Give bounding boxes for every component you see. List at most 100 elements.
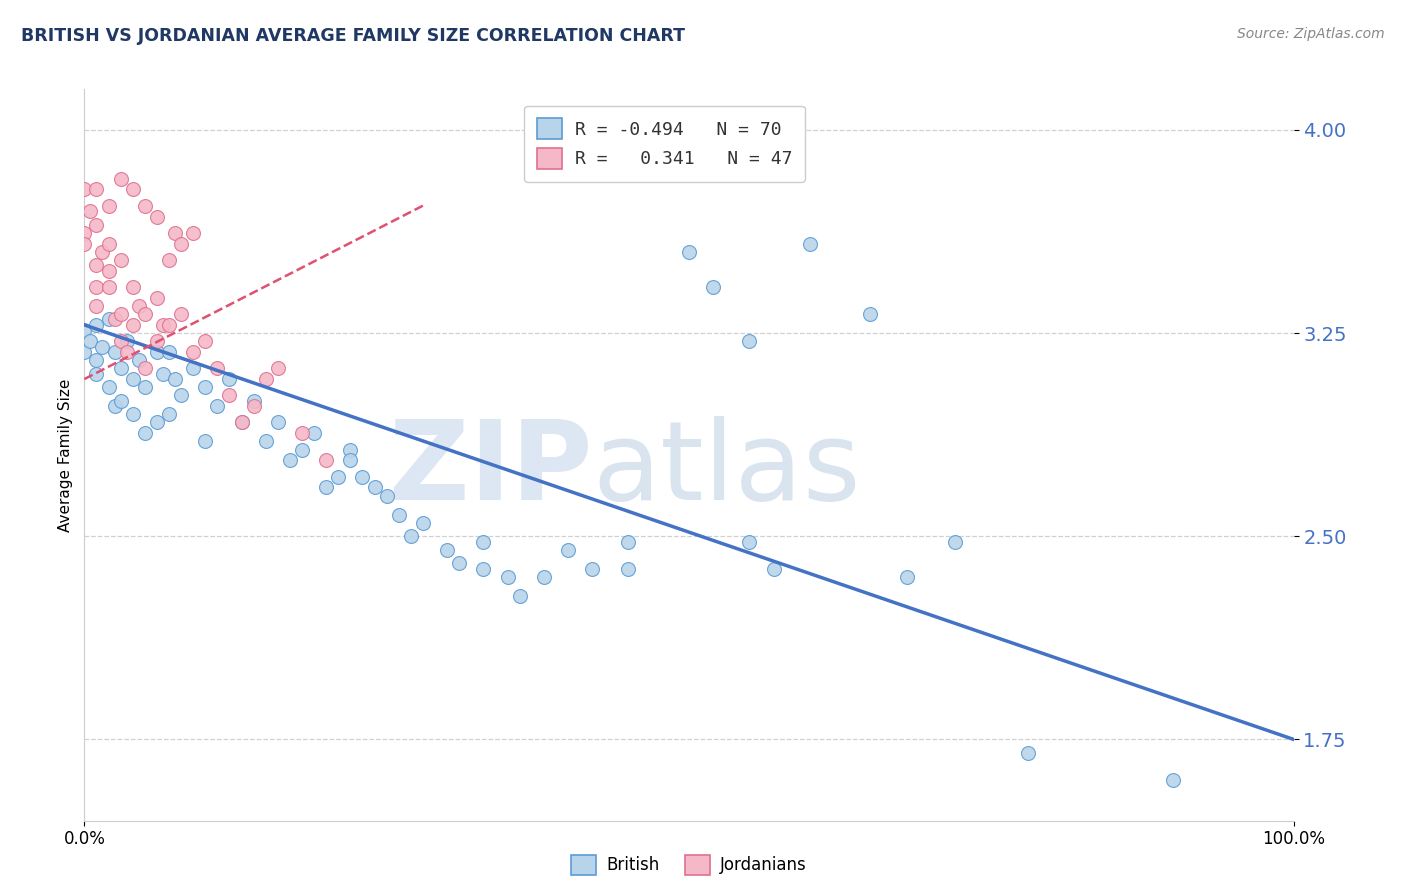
Point (146, 345, 169, 359)
Point (1017, 746, 1039, 760)
Point (110, 361, 132, 376)
Point (91, 244, 114, 259)
Point (291, 442, 314, 457)
Point (254, 434, 277, 449)
Point (97, 280, 120, 294)
Point (328, 469, 350, 483)
Point (110, 334, 132, 348)
Point (86, 182, 108, 196)
Point (436, 542, 458, 557)
Point (128, 353, 150, 368)
Point (194, 434, 217, 449)
Point (86, 258, 108, 272)
Point (581, 562, 603, 576)
Point (242, 399, 264, 413)
Point (163, 372, 186, 386)
Text: atlas: atlas (592, 416, 860, 523)
Point (134, 199, 156, 213)
Point (702, 280, 724, 294)
Point (146, 416, 169, 430)
Point (157, 345, 180, 359)
Point (533, 570, 555, 584)
Point (86, 218, 108, 232)
Point (97, 236, 120, 251)
Point (91, 340, 114, 354)
Point (291, 426, 314, 441)
Point (181, 345, 204, 359)
Legend: British, Jordanians: British, Jordanians (565, 848, 813, 882)
Point (267, 416, 290, 430)
Point (121, 280, 143, 294)
Point (73, 226, 96, 240)
Point (97, 199, 120, 213)
Point (207, 399, 229, 413)
Point (104, 312, 127, 326)
Point (218, 388, 240, 402)
Point (472, 562, 495, 576)
Point (762, 562, 785, 576)
Point (375, 489, 398, 503)
Point (157, 252, 180, 267)
Point (302, 426, 325, 441)
Point (157, 318, 180, 332)
Point (152, 318, 174, 332)
Point (218, 372, 240, 386)
Point (181, 361, 204, 376)
Point (352, 469, 374, 483)
Point (73, 323, 96, 337)
Point (1161, 772, 1184, 787)
Point (86, 318, 108, 332)
Point (110, 171, 132, 186)
Text: BRITISH VS JORDANIAN AVERAGE FAMILY SIZE CORRELATION CHART: BRITISH VS JORDANIAN AVERAGE FAMILY SIZE… (21, 27, 685, 45)
Point (339, 453, 361, 467)
Point (79, 334, 101, 348)
Point (315, 453, 337, 467)
Point (194, 380, 217, 394)
Point (115, 345, 138, 359)
Point (163, 226, 186, 240)
Point (278, 453, 301, 467)
Point (339, 442, 361, 457)
Point (134, 361, 156, 376)
Point (509, 589, 531, 603)
Point (943, 534, 966, 549)
Point (242, 393, 264, 408)
Point (170, 236, 193, 251)
Point (110, 307, 132, 321)
Point (678, 244, 700, 259)
Point (97, 263, 120, 277)
Point (152, 367, 174, 381)
Y-axis label: Average Family Size: Average Family Size (58, 378, 73, 532)
Point (97, 380, 120, 394)
Point (121, 318, 143, 332)
Point (121, 407, 143, 421)
Point (128, 299, 150, 313)
Point (399, 529, 422, 543)
Point (617, 534, 640, 549)
Point (181, 226, 204, 240)
Point (231, 416, 253, 430)
Point (104, 399, 127, 413)
Point (738, 334, 761, 348)
Point (617, 562, 640, 576)
Point (86, 299, 108, 313)
Point (896, 570, 918, 584)
Point (267, 361, 290, 376)
Point (231, 416, 253, 430)
Point (170, 388, 193, 402)
Point (104, 345, 127, 359)
Point (799, 236, 821, 251)
Point (73, 345, 96, 359)
Point (472, 534, 495, 549)
Point (134, 426, 156, 441)
Point (146, 291, 169, 305)
Point (121, 182, 143, 196)
Point (363, 480, 385, 494)
Point (449, 556, 471, 570)
Point (134, 380, 156, 394)
Point (496, 570, 519, 584)
Point (86, 280, 108, 294)
Point (110, 393, 132, 408)
Point (97, 312, 120, 326)
Point (207, 361, 229, 376)
